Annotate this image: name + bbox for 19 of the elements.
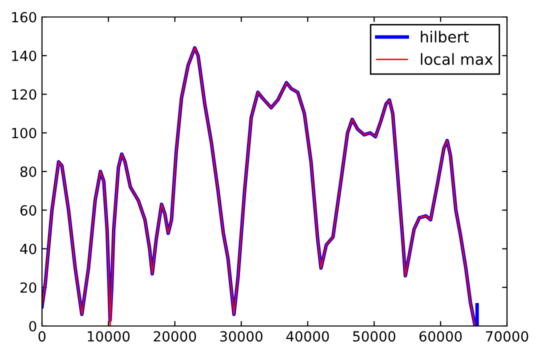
y-tick-label: 100 — [12, 128, 36, 138]
x-tick-label: 20000 — [154, 331, 196, 342]
y-tick-label: 60 — [20, 205, 36, 216]
legend-label: local max — [420, 53, 493, 65]
y-tick-label: 0 — [29, 320, 36, 332]
legend-label: hilbert — [420, 30, 469, 43]
y-tick-label: 120 — [12, 89, 36, 100]
y-tick-label: 40 — [20, 244, 36, 254]
x-tick-label: 30000 — [220, 331, 262, 342]
y-tick-label: 160 — [12, 12, 36, 22]
x-tick-label: 70000 — [486, 331, 528, 342]
x-tick-label: 10000 — [88, 331, 130, 342]
y-tick-label: 20 — [20, 282, 36, 293]
y-tick-label: 80 — [20, 166, 36, 177]
y-tick-label: 140 — [12, 50, 36, 62]
x-tick-label: 40000 — [286, 331, 329, 342]
x-tick-label: 60000 — [419, 331, 462, 342]
x-tick-label: 50000 — [353, 331, 396, 342]
x-tick-label: 0 — [38, 331, 46, 342]
